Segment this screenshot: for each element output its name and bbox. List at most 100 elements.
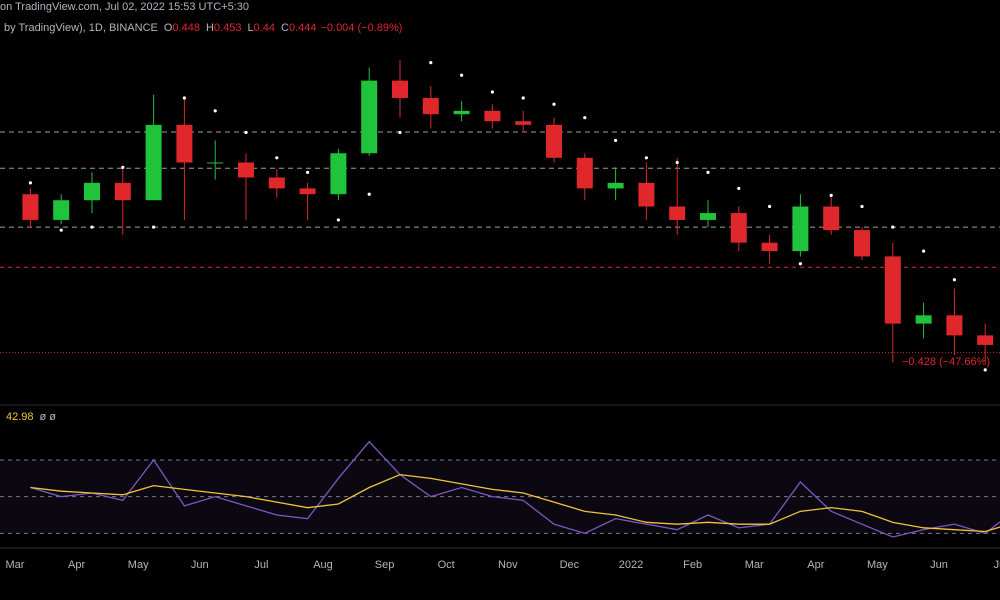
rsi-legend: 42.98 ø ø (6, 411, 56, 423)
x-tick-label: Jul (994, 559, 1000, 571)
psar-dot (336, 218, 340, 222)
x-tick-label: Apr (68, 559, 85, 571)
ohlc-key: L (247, 22, 253, 34)
psar-dot (768, 204, 772, 209)
candle-body (977, 335, 994, 345)
candle-body (361, 80, 378, 154)
psar-dot (213, 109, 217, 113)
x-tick-label: Dec (560, 559, 580, 571)
x-tick-label: Jun (930, 559, 948, 571)
rsi-line (30, 440, 1000, 538)
candle-body (915, 315, 932, 324)
ohlc-value: 0.444 (289, 22, 317, 34)
psar-dot (860, 204, 864, 209)
psar-dot (90, 225, 94, 229)
candle-body (145, 124, 162, 201)
psar-dot (121, 165, 125, 169)
x-tick-label: Aug (313, 559, 333, 571)
x-tick-label: Jul (254, 559, 268, 571)
candle-body (946, 315, 963, 336)
change: −0.004 (−0.89%) (320, 22, 402, 34)
ohlc-key: O (164, 22, 173, 34)
candle-body (176, 124, 193, 163)
symbol-line: by TradingView), 1D, BINANCE O0.448 H0.453… (4, 22, 402, 34)
psar-dot (583, 116, 587, 120)
psar-dot (490, 90, 494, 94)
psar-dot (706, 170, 710, 174)
psar-dot (59, 228, 63, 232)
psar-dot (644, 156, 649, 160)
x-tick-label: Mar (745, 559, 764, 571)
candle-body (84, 182, 100, 201)
candle-body (761, 242, 778, 252)
psar-dot (798, 262, 803, 266)
candle-body (53, 200, 70, 220)
psar-dot (891, 225, 895, 229)
ohlc-value: 0.44 (254, 22, 275, 34)
x-tick-label: Jun (191, 559, 209, 571)
symbol: by TradingView), 1D, BINANCE (4, 22, 158, 34)
candle-body (453, 110, 470, 115)
psar-dot (152, 225, 156, 229)
psar-dot (952, 278, 957, 282)
psar-dot (983, 368, 987, 372)
candle-body (392, 80, 408, 98)
candle-body (22, 194, 39, 220)
psar-dot (275, 156, 279, 160)
candle-body (607, 182, 624, 189)
x-tick-label: Apr (807, 559, 824, 571)
candle-body (792, 206, 809, 252)
psar-dot (429, 61, 433, 65)
candle-body (422, 97, 439, 115)
candle-body (884, 256, 901, 324)
header: on TradingView.com, Jul 02, 2022 15:53 U… (0, 1, 249, 13)
psar-dot (244, 130, 248, 135)
psar-dot (737, 186, 741, 191)
candle-body (823, 206, 840, 231)
psar-dot (829, 193, 833, 197)
x-tick-label: Feb (683, 559, 702, 571)
candle-body (114, 182, 131, 201)
candle-body (638, 182, 655, 207)
x-tick-label: Oct (438, 559, 455, 571)
x-tick-label: Sep (375, 559, 395, 571)
psar-dot (367, 192, 371, 196)
psar-dot (306, 170, 310, 174)
ohlc-key: H (206, 22, 214, 34)
x-tick-label: Nov (498, 559, 518, 571)
psar-dot (182, 96, 186, 100)
candle-body (854, 230, 870, 257)
candle-body (515, 121, 532, 125)
candle-body (730, 213, 747, 243)
psar-dot (614, 138, 618, 143)
psar-dot (398, 130, 402, 135)
x-tick-label: May (128, 559, 149, 571)
rsi-value: 42.98 (6, 411, 34, 423)
psar-dot (521, 96, 525, 100)
rsi-suffix: ø ø (40, 411, 57, 423)
x-tick-label: 2022 (619, 559, 643, 571)
ohlc-value: 0.453 (214, 22, 242, 34)
candle-body (207, 162, 224, 164)
candle-body (330, 153, 347, 195)
candle-body (700, 213, 716, 220)
rsi-ma-line (30, 474, 1000, 533)
x-tick-label: May (867, 559, 888, 571)
psar-dot (28, 181, 32, 185)
candle-body (484, 110, 501, 122)
ohlc-value: 0.448 (172, 22, 200, 34)
ohlc-key: C (281, 22, 289, 34)
candle-body (299, 188, 316, 195)
candle-body (546, 124, 562, 158)
x-tick-label: Mar (6, 559, 25, 571)
psar-dot (552, 102, 556, 106)
psar-dot (460, 73, 464, 77)
candle-body (576, 157, 593, 189)
psar-dot (675, 160, 679, 165)
level-annotation: −0.428 (−47.66%) (902, 356, 990, 368)
candle-body (238, 162, 254, 178)
candle-body (268, 177, 285, 189)
psar-dot (922, 249, 926, 253)
